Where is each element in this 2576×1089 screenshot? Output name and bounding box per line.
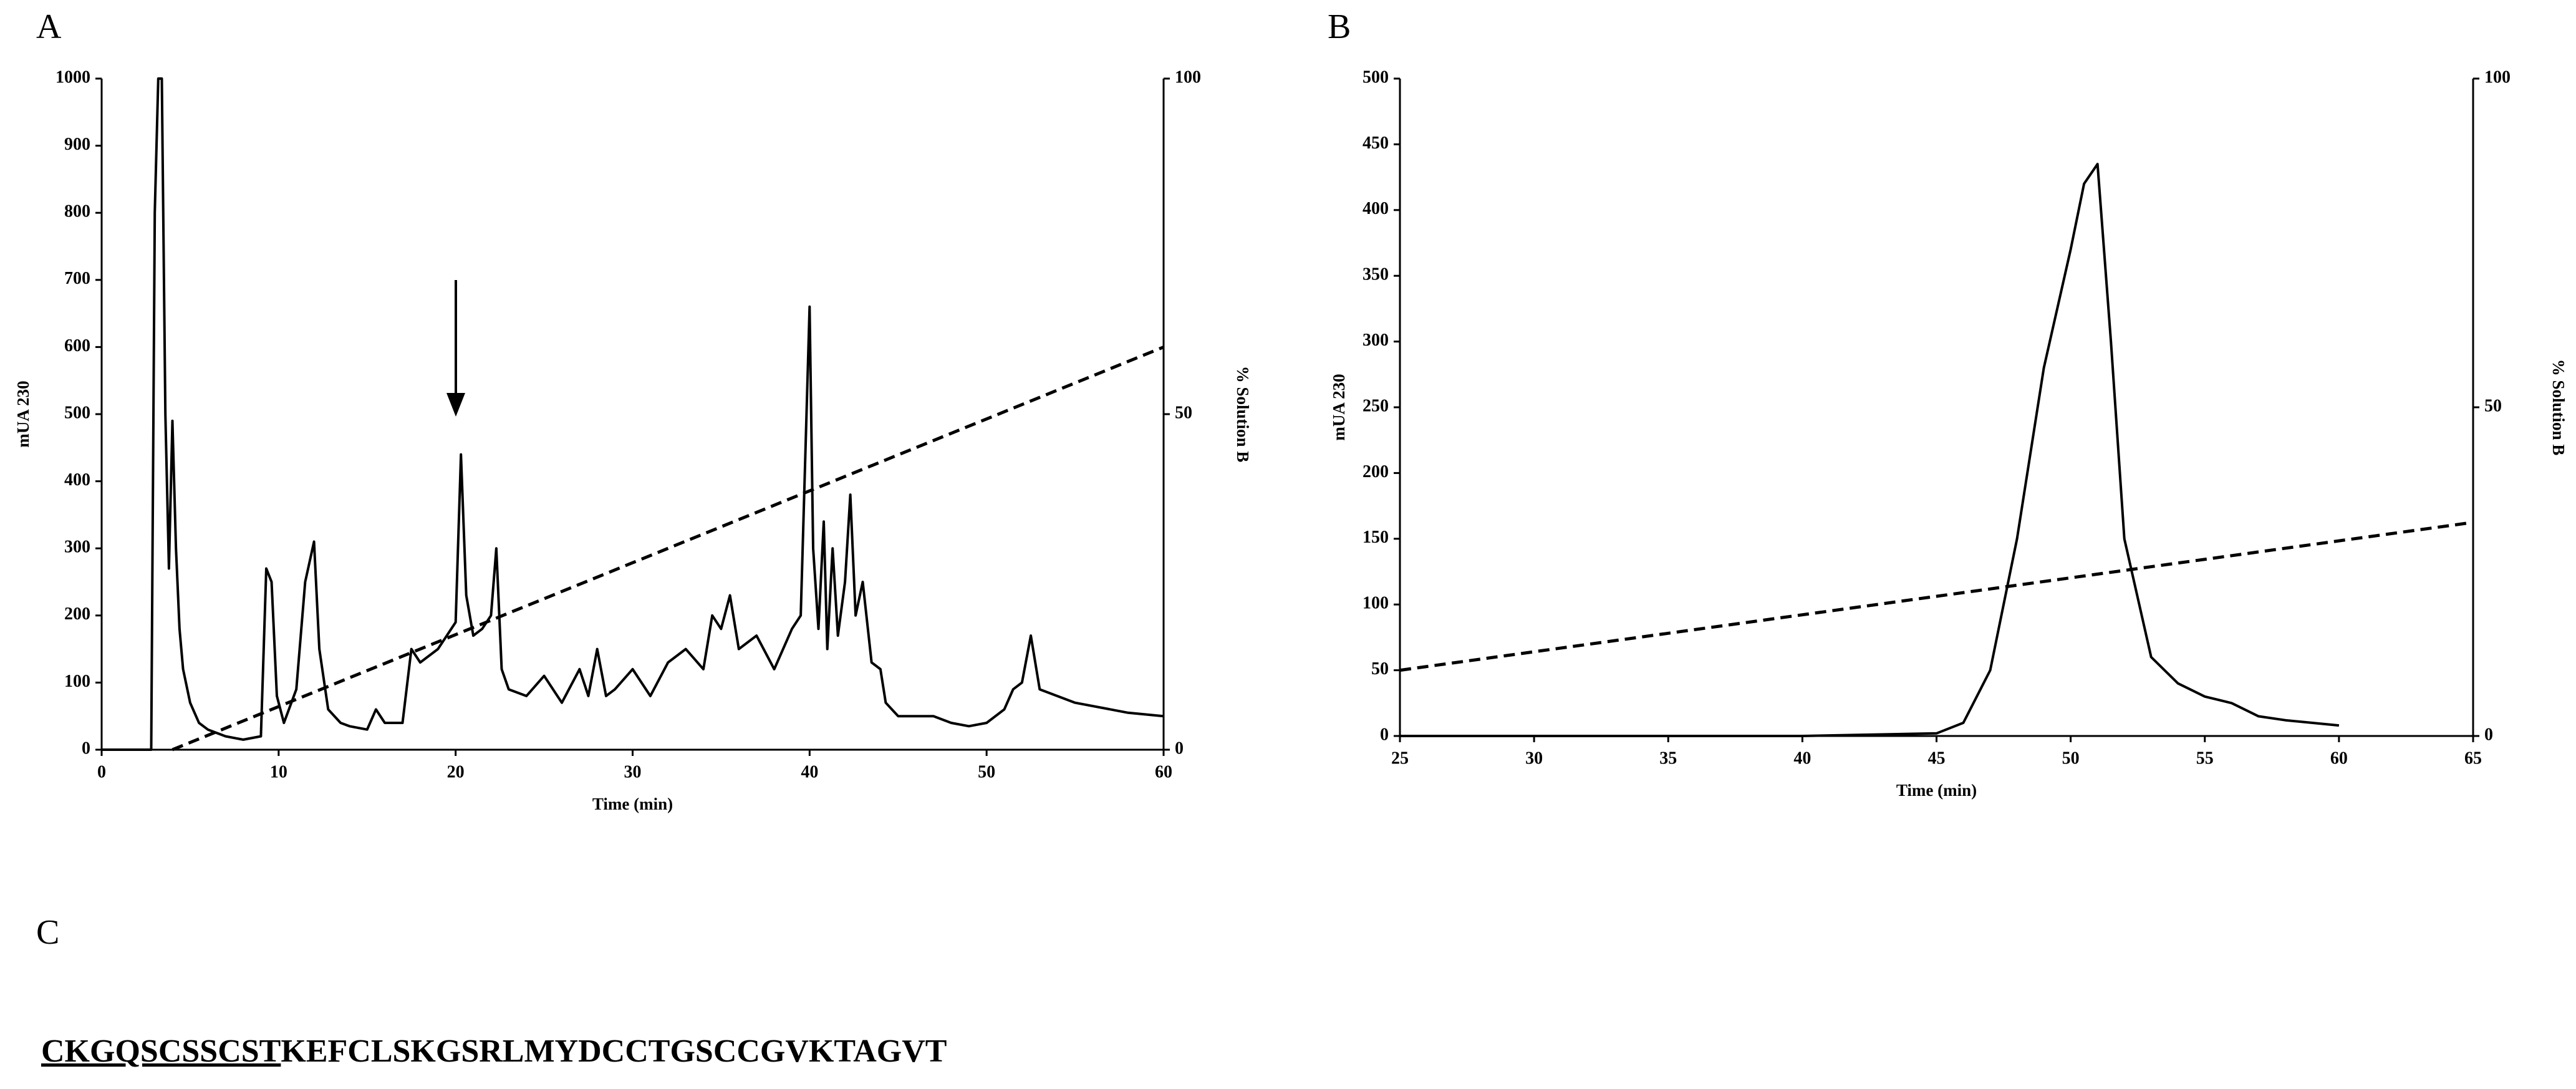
x-tick-label: 20: [447, 762, 465, 782]
y2-tick-label: 50: [2484, 396, 2502, 415]
y-axis-title: mUA 230: [14, 380, 32, 447]
gradient-line: [1399, 521, 2474, 672]
x-tick-label: 60: [1155, 762, 1172, 782]
x-axis-title: Time (min): [592, 795, 673, 813]
y-tick-label: 50: [1371, 659, 1389, 679]
arrow: [446, 280, 465, 417]
gradient-line: [171, 346, 1164, 752]
y-tick-label: 600: [64, 336, 90, 356]
y-tick-label: 800: [64, 202, 90, 221]
y2-tick-label: 50: [1175, 403, 1192, 422]
trace-line: [1400, 163, 2340, 737]
y2-tick-label: 0: [1175, 738, 1184, 758]
y-tick-label: 0: [82, 738, 90, 758]
y-tick-label: 300: [1363, 331, 1389, 350]
x-tick-label: 0: [97, 762, 106, 782]
y-tick-label: 100: [64, 672, 90, 691]
panel-label: A: [36, 7, 62, 46]
y-tick-label: 250: [1363, 396, 1389, 415]
y-tick-label: 200: [1363, 462, 1389, 482]
x-axis-title: Time (min): [1896, 781, 1977, 800]
y-tick-label: 200: [64, 604, 90, 624]
x-tick-label: 30: [1525, 748, 1543, 768]
y-tick-label: 100: [1363, 594, 1389, 613]
y-tick-label: 450: [1363, 133, 1389, 153]
panel-label: B: [1328, 7, 1351, 46]
y-tick-label: 400: [1363, 199, 1389, 218]
y2-tick-label: 100: [2484, 67, 2511, 87]
x-tick-label: 55: [2196, 748, 2214, 768]
y2-tick-label: 100: [1175, 67, 1201, 87]
y-tick-label: 0: [1380, 725, 1389, 744]
x-tick-label: 25: [1391, 748, 1409, 768]
y-tick-label: 350: [1363, 265, 1389, 284]
y-tick-label: 500: [1363, 67, 1389, 87]
x-tick-label: 65: [2464, 748, 2482, 768]
y-tick-label: 900: [64, 135, 90, 154]
sequence-underlined: CKGQSCSSCST: [41, 1033, 281, 1069]
y-tick-label: 150: [1363, 528, 1389, 547]
y-tick-label: 400: [64, 470, 90, 490]
x-tick-label: 60: [2330, 748, 2348, 768]
x-tick-label: 35: [1659, 748, 1677, 768]
sequence-rest: KEFCLSKGSRLMYDCCTGSCCGVKTAGVT: [281, 1033, 947, 1069]
x-tick-label: 10: [270, 762, 287, 782]
y-tick-label: 700: [64, 269, 90, 288]
x-tick-label: 45: [1928, 748, 1946, 768]
y-tick-label: 500: [64, 403, 90, 422]
x-tick-label: 50: [978, 762, 995, 782]
x-tick-label: 30: [624, 762, 642, 782]
trace-line: [102, 77, 1164, 751]
y2-tick-label: 0: [2484, 725, 2493, 744]
y-tick-label: 1000: [55, 67, 90, 87]
panel-label: C: [36, 913, 59, 952]
sequence: CKGQSCSSCSTKEFCLSKGSRLMYDCCTGSCCGVKTAGVT: [41, 1033, 947, 1069]
y-axis-title: mUA 230: [1329, 374, 1348, 440]
y2-axis-title: % Solution B: [1233, 366, 1252, 463]
x-tick-label: 40: [1793, 748, 1811, 768]
x-tick-label: 50: [2062, 748, 2080, 768]
y-tick-label: 300: [64, 538, 90, 557]
y2-axis-title: % Solution B: [2549, 359, 2568, 456]
x-tick-label: 40: [801, 762, 818, 782]
